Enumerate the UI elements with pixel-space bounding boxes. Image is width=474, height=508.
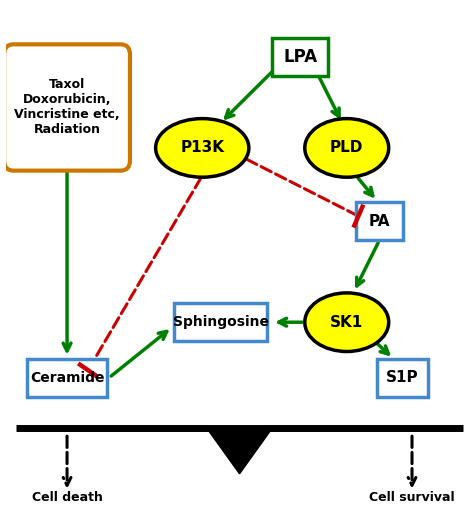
FancyBboxPatch shape: [4, 44, 130, 171]
FancyBboxPatch shape: [377, 359, 428, 397]
Text: Cell death: Cell death: [32, 491, 102, 504]
FancyBboxPatch shape: [272, 38, 328, 76]
Ellipse shape: [155, 118, 249, 177]
Ellipse shape: [305, 293, 389, 352]
Text: Ceramide: Ceramide: [30, 371, 104, 385]
Text: Sphingosine: Sphingosine: [173, 315, 269, 329]
Ellipse shape: [305, 118, 389, 177]
Text: S1P: S1P: [386, 370, 419, 385]
FancyBboxPatch shape: [174, 303, 267, 341]
Text: LPA: LPA: [283, 48, 317, 66]
Text: PLD: PLD: [330, 140, 364, 155]
Text: Taxol
Doxorubicin,
Vincristine etc,
Radiation: Taxol Doxorubicin, Vincristine etc, Radi…: [14, 78, 120, 137]
FancyBboxPatch shape: [356, 202, 403, 240]
Polygon shape: [207, 428, 272, 474]
Text: Cell survival: Cell survival: [369, 491, 455, 504]
Text: P13K: P13K: [180, 140, 224, 155]
Text: SK1: SK1: [330, 314, 364, 330]
Text: PA: PA: [369, 214, 390, 229]
FancyBboxPatch shape: [27, 359, 107, 397]
